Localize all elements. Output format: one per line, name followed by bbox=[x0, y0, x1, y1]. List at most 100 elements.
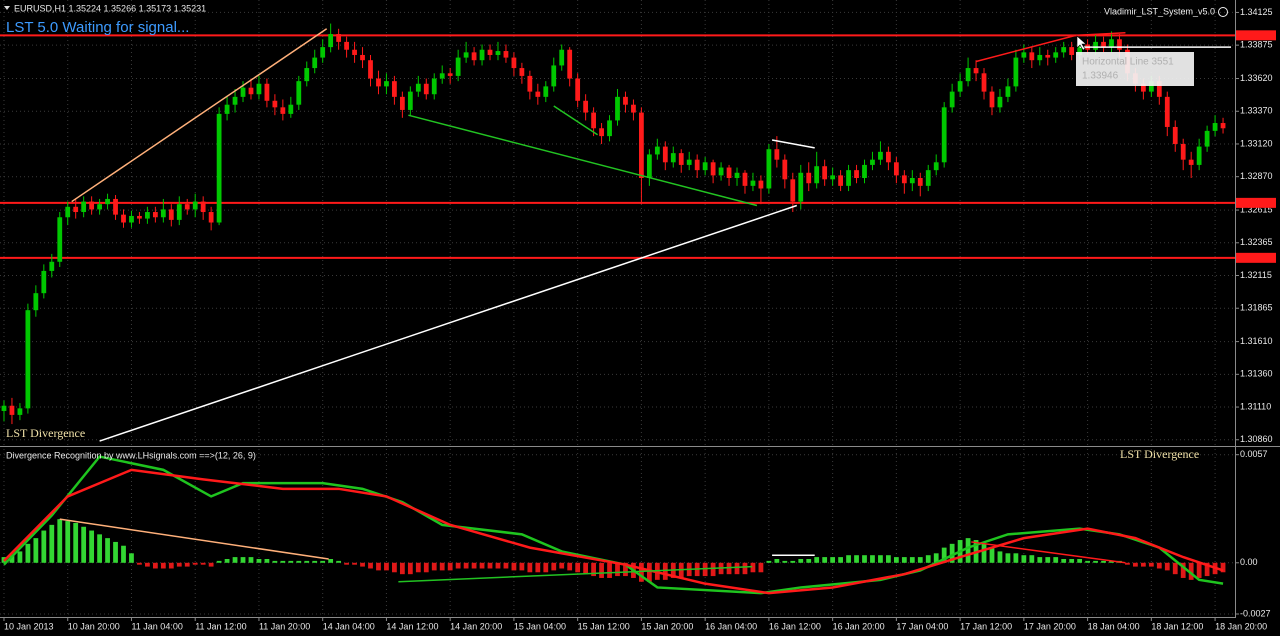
y-tick-label: 0.00 bbox=[1240, 557, 1258, 567]
price-tag bbox=[1236, 197, 1276, 208]
histogram-bar bbox=[439, 562, 445, 571]
histogram-bar bbox=[224, 559, 230, 563]
candle-body bbox=[639, 112, 644, 178]
histogram-bar bbox=[1085, 560, 1090, 563]
candle-body bbox=[463, 52, 469, 58]
histogram-bar bbox=[702, 562, 708, 577]
candle-body bbox=[487, 49, 493, 55]
candle-body bbox=[352, 49, 357, 55]
histogram-bar bbox=[607, 562, 612, 578]
candle-body bbox=[415, 83, 421, 92]
candle-body bbox=[49, 261, 55, 271]
histogram-bar bbox=[455, 562, 461, 569]
candle-body bbox=[814, 166, 820, 184]
x-tick-label: 14 Jan 12:00 bbox=[386, 621, 438, 631]
price-tag bbox=[1236, 30, 1276, 41]
candle-body bbox=[838, 175, 843, 186]
histogram-bar bbox=[399, 562, 405, 575]
histogram-bar bbox=[1172, 562, 1178, 575]
histogram-bar bbox=[750, 562, 756, 573]
x-tick-label: 11 Jan 20:00 bbox=[259, 621, 310, 631]
histogram-bar bbox=[758, 562, 764, 573]
candle-body bbox=[710, 162, 716, 176]
histogram-bar bbox=[997, 551, 1003, 563]
histogram-bar bbox=[160, 562, 166, 569]
candle-body bbox=[280, 107, 286, 114]
histogram-bar bbox=[535, 562, 541, 573]
histogram-bar bbox=[152, 562, 158, 569]
histogram-bar bbox=[17, 551, 23, 563]
histogram-bar bbox=[551, 562, 557, 571]
candle-body bbox=[1109, 39, 1114, 48]
candle-body bbox=[870, 159, 875, 165]
candle-body bbox=[989, 91, 995, 108]
candle-body bbox=[105, 198, 110, 205]
candle-body bbox=[1013, 57, 1019, 87]
candle-body bbox=[774, 149, 780, 160]
histogram-bar bbox=[734, 562, 740, 575]
y-tick-label: 1.32615 bbox=[1240, 204, 1273, 214]
histogram-bar bbox=[216, 560, 222, 563]
candle-body bbox=[583, 100, 589, 113]
candle-body bbox=[631, 104, 636, 113]
candle-body bbox=[240, 87, 246, 97]
histogram-bar bbox=[49, 524, 55, 563]
divergence-label: LST Divergence bbox=[6, 426, 85, 440]
candle-body bbox=[121, 214, 126, 223]
histogram-bar bbox=[790, 560, 796, 563]
candle-body bbox=[909, 178, 915, 184]
candle-body bbox=[599, 128, 604, 137]
histogram-bar bbox=[615, 562, 620, 577]
y-tick-label: 1.31110 bbox=[1240, 401, 1271, 411]
histogram-bar bbox=[320, 560, 326, 563]
histogram-bar bbox=[41, 530, 47, 563]
histogram-bar bbox=[870, 555, 875, 563]
histogram-bar bbox=[678, 562, 684, 578]
x-tick-label: 14 Jan 20:00 bbox=[450, 621, 502, 631]
histogram-bar bbox=[463, 562, 469, 569]
candle-body bbox=[519, 68, 525, 76]
price-tag bbox=[1236, 252, 1276, 263]
x-tick-label: 18 Jan 04:00 bbox=[1088, 621, 1140, 631]
candle-body bbox=[17, 408, 23, 415]
histogram-bar bbox=[901, 557, 907, 563]
histogram-bar bbox=[423, 562, 429, 573]
candle-body bbox=[479, 49, 485, 61]
menu-arrow[interactable] bbox=[4, 6, 10, 10]
x-tick-label: 16 Jan 04:00 bbox=[705, 621, 757, 631]
histogram-bar bbox=[575, 562, 581, 573]
candle-body bbox=[941, 107, 947, 163]
histogram-bar bbox=[1045, 557, 1051, 563]
histogram-bar bbox=[1069, 559, 1075, 563]
histogram-bar bbox=[192, 562, 198, 565]
candle-body bbox=[1037, 54, 1043, 61]
histogram-bar bbox=[304, 560, 310, 563]
candle-body bbox=[591, 112, 596, 129]
candle-body bbox=[893, 162, 899, 176]
histogram-bar bbox=[838, 557, 843, 563]
x-tick-label: 18 Jan 20:00 bbox=[1215, 621, 1267, 631]
histogram-bar bbox=[766, 560, 772, 563]
candle-body bbox=[1077, 44, 1083, 55]
histogram-bar bbox=[1029, 555, 1035, 563]
histogram-bar bbox=[415, 562, 421, 573]
candle-body bbox=[623, 96, 628, 105]
histogram-bar bbox=[527, 562, 533, 573]
histogram-bar bbox=[121, 545, 126, 563]
x-tick-label: 14 Jan 04:00 bbox=[323, 621, 375, 631]
trend-line bbox=[71, 28, 328, 203]
y-tick-label: 1.31360 bbox=[1240, 369, 1273, 379]
histogram-bar bbox=[981, 543, 987, 563]
expert-icon[interactable] bbox=[1218, 7, 1228, 17]
candle-body bbox=[734, 172, 740, 178]
x-tick-label: 11 Jan 12:00 bbox=[195, 621, 246, 631]
x-tick-label: 17 Jan 12:00 bbox=[960, 621, 1012, 631]
y-tick-label: 1.34125 bbox=[1240, 7, 1273, 17]
candle-body bbox=[328, 34, 334, 48]
candle-body bbox=[1021, 52, 1027, 58]
histogram-bar bbox=[137, 562, 142, 565]
candle-body bbox=[344, 41, 349, 50]
candle-body bbox=[559, 49, 565, 66]
histogram-bar bbox=[1196, 562, 1202, 578]
